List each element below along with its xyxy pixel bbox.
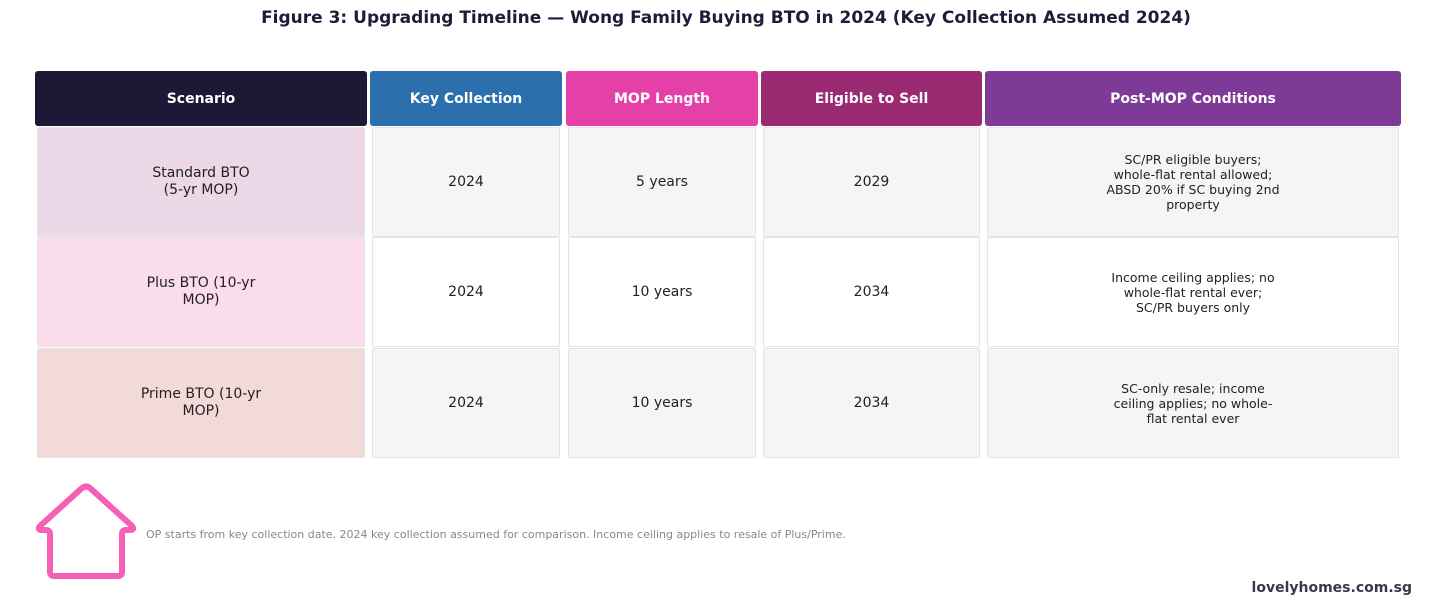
cell-mop-length: 5 years <box>568 127 756 237</box>
header-eligible-to-sell: Eligible to Sell <box>761 71 982 126</box>
cell-eligible-to-sell: 2034 <box>763 237 980 347</box>
cell-post-mop-conditions: Income ceiling applies; no whole-flat re… <box>987 237 1399 347</box>
cell-post-mop-conditions: SC-only resale; income ceiling applies; … <box>987 348 1399 458</box>
cell-key-collection: 2024 <box>372 127 560 237</box>
header-key-collection: Key Collection <box>370 71 562 126</box>
cell-scenario: Prime BTO (10-yr MOP) <box>37 348 365 458</box>
cell-scenario: Standard BTO (5-yr MOP) <box>37 127 365 237</box>
cell-key-collection: 2024 <box>372 348 560 458</box>
cell-mop-length: 10 years <box>568 348 756 458</box>
cell-mop-length: 10 years <box>568 237 756 347</box>
header-mop-length: MOP Length <box>566 71 758 126</box>
cell-eligible-to-sell: 2029 <box>763 127 980 237</box>
cell-post-mop-conditions: SC/PR eligible buyers; whole-flat rental… <box>987 127 1399 237</box>
header-post-mop-conditions: Post-MOP Conditions <box>985 71 1401 126</box>
figure-title: Figure 3: Upgrading Timeline — Wong Fami… <box>261 8 1191 28</box>
house-icon <box>35 483 137 579</box>
cell-key-collection: 2024 <box>372 237 560 347</box>
footnote: OP starts from key collection date. 2024… <box>146 528 846 541</box>
brand-label: lovelyhomes.com.sg <box>1251 580 1412 596</box>
cell-eligible-to-sell: 2034 <box>763 348 980 458</box>
header-scenario: Scenario <box>35 71 367 126</box>
cell-scenario: Plus BTO (10-yr MOP) <box>37 237 365 347</box>
